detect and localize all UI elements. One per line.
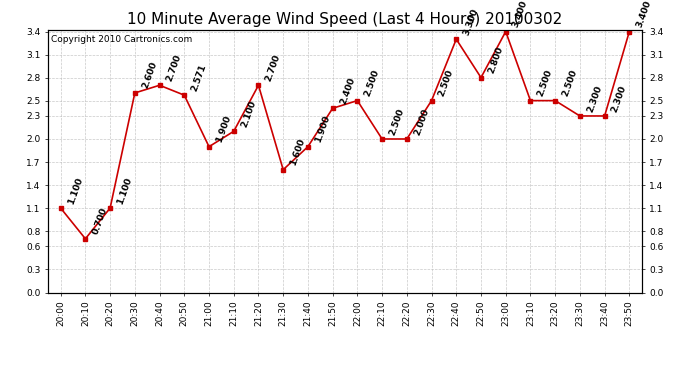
Text: 2.000: 2.000 <box>413 107 431 136</box>
Text: 2.600: 2.600 <box>140 61 159 90</box>
Text: 2.500: 2.500 <box>388 107 406 136</box>
Text: 2.500: 2.500 <box>536 68 554 98</box>
Text: 2.500: 2.500 <box>363 68 381 98</box>
Text: 3.400: 3.400 <box>635 0 653 29</box>
Text: 2.300: 2.300 <box>585 84 604 113</box>
Text: 3.400: 3.400 <box>511 0 529 29</box>
Text: 2.500: 2.500 <box>561 68 579 98</box>
Text: 1.900: 1.900 <box>215 114 233 144</box>
Text: 2.300: 2.300 <box>610 84 628 113</box>
Text: 1.600: 1.600 <box>288 137 307 167</box>
Text: 2.700: 2.700 <box>264 53 282 82</box>
Text: 1.900: 1.900 <box>313 114 332 144</box>
Text: 2.100: 2.100 <box>239 99 257 129</box>
Title: 10 Minute Average Wind Speed (Last 4 Hours) 20100302: 10 Minute Average Wind Speed (Last 4 Hou… <box>128 12 562 27</box>
Text: 2.700: 2.700 <box>165 53 184 82</box>
Text: 0.700: 0.700 <box>91 207 109 236</box>
Text: 2.500: 2.500 <box>437 68 455 98</box>
Text: 1.100: 1.100 <box>116 176 134 205</box>
Text: 3.300: 3.300 <box>462 7 480 36</box>
Text: 1.100: 1.100 <box>66 176 84 205</box>
Text: Copyright 2010 Cartronics.com: Copyright 2010 Cartronics.com <box>51 35 193 44</box>
Text: 2.400: 2.400 <box>338 76 356 105</box>
Text: 2.571: 2.571 <box>190 63 208 92</box>
Text: 2.800: 2.800 <box>486 45 504 75</box>
